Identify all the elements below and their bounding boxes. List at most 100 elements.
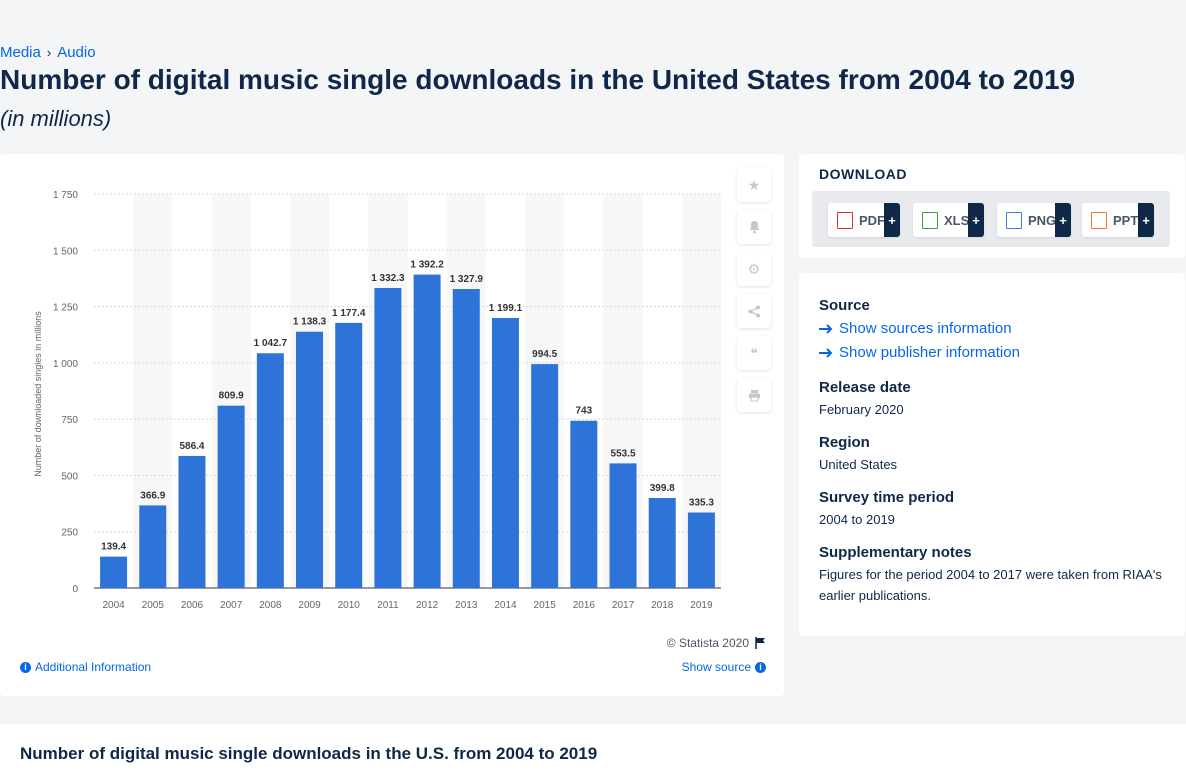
- x-tick-label: 2006: [181, 600, 204, 611]
- survey-period-value: 2004 to 2019: [819, 512, 895, 527]
- bar: [570, 420, 598, 588]
- bar: [178, 455, 206, 588]
- data-label: 1 177.4: [332, 308, 366, 319]
- survey-period-heading: Survey time period: [819, 489, 955, 506]
- x-tick-label: 2019: [690, 600, 713, 611]
- supplementary-notes-value: Figures for the period 2004 to 2017 were…: [819, 567, 1162, 603]
- region-value: United States: [819, 457, 898, 472]
- bar: [335, 322, 363, 588]
- breadcrumb-audio[interactable]: Audio: [57, 44, 96, 61]
- top-bar: [0, 0, 1186, 40]
- y-tick-label: 1 750: [53, 190, 78, 201]
- x-tick-label: 2017: [612, 600, 635, 611]
- share-icon[interactable]: [737, 294, 771, 328]
- chart-tools: ★ ⚙ ❝: [737, 168, 771, 412]
- download-pdf-label: PDF: [859, 212, 885, 228]
- data-label: 139.4: [101, 542, 126, 553]
- y-tick-label: 0: [72, 584, 78, 595]
- breadcrumb: Media › Audio: [0, 44, 96, 61]
- x-tick-label: 2013: [455, 600, 478, 611]
- star-icon[interactable]: ★: [737, 168, 771, 202]
- y-axis-title: Number of downloaded singles in millions: [33, 311, 43, 477]
- data-label: 994.5: [532, 349, 557, 360]
- x-tick-label: 2007: [220, 600, 243, 611]
- chart-card: 0 250 500 750 1 000 1 250 1 500 1 750 139.4 2004 3…: [0, 154, 784, 696]
- flag-icon[interactable]: [755, 637, 766, 649]
- bar: [648, 497, 676, 588]
- y-tick-label: 1 250: [53, 303, 78, 314]
- quote-icon[interactable]: ❝: [737, 336, 771, 370]
- x-tick-label: 2010: [338, 600, 361, 611]
- data-label: 586.4: [179, 441, 204, 452]
- print-icon[interactable]: [737, 378, 771, 412]
- bell-icon[interactable]: [737, 210, 771, 244]
- bar: [256, 353, 284, 588]
- data-label: 1 392.2: [410, 260, 444, 271]
- x-tick-label: 2005: [142, 600, 165, 611]
- y-tick-label: 250: [61, 528, 78, 539]
- data-label: 1 332.3: [371, 273, 405, 284]
- gear-icon[interactable]: ⚙: [737, 252, 771, 286]
- download-png-label: PNG: [1028, 212, 1057, 228]
- bar: [531, 364, 559, 588]
- data-label: 809.9: [219, 391, 244, 402]
- download-xls-plus[interactable]: +: [968, 203, 984, 237]
- png-file-icon: [1006, 211, 1022, 229]
- data-label: 553.5: [611, 448, 636, 459]
- download-pdf-button[interactable]: PDF +: [828, 203, 900, 237]
- download-png-plus[interactable]: +: [1055, 203, 1071, 237]
- download-png-button[interactable]: PNG +: [997, 203, 1071, 237]
- statistic-details: Source Show sources information Show pub…: [799, 273, 1185, 636]
- region-heading: Region: [819, 434, 870, 451]
- download-ppt-plus[interactable]: +: [1138, 203, 1154, 237]
- data-label: 1 138.3: [293, 317, 327, 328]
- bar-chart: 0 250 500 750 1 000 1 250 1 500 1 750 139.4 2004 3…: [33, 190, 721, 611]
- pdf-file-icon: [837, 211, 853, 229]
- y-tick-label: 500: [61, 471, 78, 482]
- additional-information-link[interactable]: i Additional Information: [20, 660, 151, 674]
- show-source-link[interactable]: Show source i: [682, 660, 766, 674]
- bar: [413, 274, 441, 588]
- info-icon: i: [20, 661, 31, 673]
- x-tick-label: 2015: [534, 600, 557, 611]
- y-tick-label: 1 000: [53, 359, 78, 370]
- release-date-heading: Release date: [819, 379, 911, 396]
- y-tick-label: 750: [61, 415, 78, 426]
- release-date-value: February 2020: [819, 402, 904, 417]
- bar: [296, 331, 324, 588]
- breadcrumb-separator: ›: [46, 45, 52, 60]
- download-ppt-button[interactable]: PPT +: [1082, 203, 1154, 237]
- x-tick-label: 2008: [259, 600, 282, 611]
- description-section: Number of digital music single downloads…: [0, 724, 1186, 784]
- data-label: 743: [576, 406, 593, 417]
- download-xls-button[interactable]: XLS +: [913, 203, 984, 237]
- download-title: DOWNLOAD: [819, 166, 907, 182]
- x-tick-label: 2014: [494, 600, 517, 611]
- bar: [609, 463, 637, 588]
- x-tick-label: 2018: [651, 600, 674, 611]
- data-label: 1 199.1: [489, 303, 523, 314]
- additional-information-label: Additional Information: [35, 660, 152, 674]
- x-tick-label: 2016: [573, 600, 596, 611]
- page-subtitle: (in millions): [0, 106, 112, 131]
- show-publisher-link[interactable]: Show publisher information: [819, 344, 1020, 361]
- x-tick-label: 2011: [377, 600, 399, 611]
- y-tick-label: 1 500: [53, 246, 78, 257]
- bar: [100, 556, 128, 588]
- bar: [217, 405, 245, 588]
- download-buttons: PDF + XLS + PNG + PPT +: [812, 191, 1170, 247]
- bar: [452, 289, 480, 588]
- copyright-text: © Statista 2020: [666, 636, 749, 650]
- breadcrumb-media[interactable]: Media: [0, 44, 41, 61]
- source-heading: Source: [819, 297, 870, 314]
- page-title: Number of digital music single downloads…: [0, 64, 1076, 95]
- show-sources-link[interactable]: Show sources information: [819, 320, 1012, 337]
- show-source-label: Show source: [681, 660, 751, 674]
- x-tick-label: 2004: [102, 600, 125, 611]
- ppt-file-icon: [1091, 211, 1107, 229]
- arrow-right-icon: [819, 347, 833, 358]
- data-label: 335.3: [689, 498, 714, 509]
- x-tick-label: 2009: [298, 600, 321, 611]
- data-label: 1 327.9: [450, 274, 484, 285]
- download-pdf-plus[interactable]: +: [884, 203, 900, 237]
